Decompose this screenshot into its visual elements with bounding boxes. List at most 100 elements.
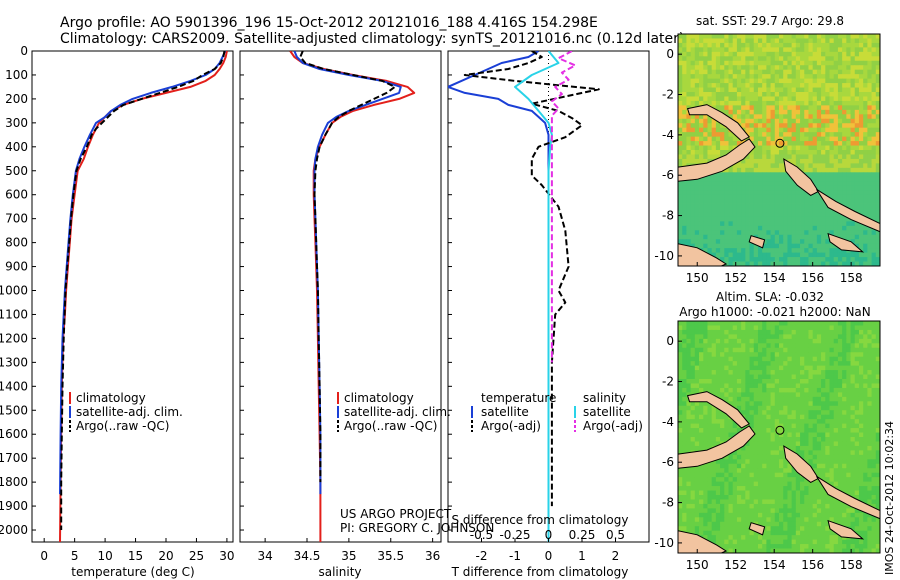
map-cell xyxy=(745,450,750,456)
map-cell xyxy=(766,329,771,335)
map-cell xyxy=(875,517,880,523)
map-cell xyxy=(736,352,742,358)
map-cell xyxy=(779,521,784,527)
land-mass xyxy=(748,235,766,249)
map-cell xyxy=(728,401,734,407)
map-cell xyxy=(732,428,738,433)
map-cell xyxy=(854,163,860,169)
map-cell xyxy=(854,150,860,155)
map-cell xyxy=(871,437,877,442)
map-cell xyxy=(871,392,877,398)
map-cell xyxy=(821,78,826,84)
map-cell xyxy=(816,136,822,142)
map-cell xyxy=(795,437,801,442)
map-cell xyxy=(804,352,809,358)
map-cell xyxy=(762,42,767,48)
map-cell xyxy=(703,158,708,164)
map-cell xyxy=(850,252,856,258)
map-cell xyxy=(720,437,725,442)
map-cell xyxy=(766,141,771,146)
map-cell xyxy=(694,468,700,474)
map-cell xyxy=(821,248,826,254)
map-cell xyxy=(762,383,767,389)
map-cell xyxy=(833,252,839,258)
map-cell xyxy=(757,441,763,447)
map-cell xyxy=(774,261,780,266)
map-cell xyxy=(770,190,776,196)
map-cell xyxy=(846,338,851,344)
map-cell xyxy=(757,419,763,425)
map-cell xyxy=(715,208,721,213)
map-cell xyxy=(694,338,700,344)
map-cell xyxy=(715,486,721,491)
map-cell xyxy=(732,334,738,340)
map-cell xyxy=(766,459,771,465)
map-cell xyxy=(783,414,788,420)
map-cell xyxy=(816,243,822,249)
map-cell xyxy=(804,383,809,389)
map-cell xyxy=(732,463,738,469)
map-cell xyxy=(757,154,763,160)
map-cell xyxy=(791,365,797,371)
map-cell xyxy=(724,526,729,532)
map-cell xyxy=(770,468,776,474)
map-cell xyxy=(867,51,872,57)
map-cell xyxy=(791,343,797,349)
map-cell xyxy=(745,158,750,164)
map-cell xyxy=(816,356,822,362)
map-cell xyxy=(816,352,822,358)
map-cell xyxy=(779,396,784,402)
map-cell xyxy=(875,216,880,222)
map-cell xyxy=(837,74,843,80)
map-cell xyxy=(732,490,738,496)
map-cell xyxy=(804,347,809,353)
map-cell xyxy=(745,257,750,262)
map-cell xyxy=(858,321,864,326)
map-cell xyxy=(816,392,822,398)
map-cell xyxy=(863,472,868,478)
map-cell xyxy=(783,65,788,71)
map-cell xyxy=(804,414,809,420)
map-cell xyxy=(787,468,793,474)
map-cell xyxy=(678,503,683,509)
map-cell xyxy=(812,221,818,227)
map-cell xyxy=(846,47,851,53)
map-cell xyxy=(720,225,725,231)
map-cell xyxy=(779,445,784,451)
map-cell xyxy=(682,383,687,389)
map-cell xyxy=(846,481,851,487)
map-cell xyxy=(766,221,771,227)
map-cell xyxy=(766,463,771,469)
depth-tick-label: 400 xyxy=(5,140,28,154)
map-cell xyxy=(825,78,830,84)
map-cell xyxy=(694,60,700,66)
map-cell xyxy=(728,234,734,240)
map-cell xyxy=(749,230,755,236)
map-cell xyxy=(690,127,696,133)
depth-axis: 0100200300400500600700800900100011001200… xyxy=(0,44,452,537)
map-cell xyxy=(875,428,880,433)
map-cell xyxy=(825,56,830,62)
map-cell xyxy=(766,432,771,438)
map-cell xyxy=(774,379,780,384)
map-cell xyxy=(850,490,856,496)
map-cell xyxy=(858,136,864,142)
map-cell xyxy=(762,123,767,129)
map-cell xyxy=(682,321,687,326)
map-cell xyxy=(766,343,771,349)
map-cell xyxy=(871,356,877,362)
map-cell xyxy=(699,34,704,39)
map-cell xyxy=(715,69,721,75)
map-cell xyxy=(821,321,826,326)
map-cell xyxy=(800,65,805,71)
map-cell xyxy=(850,141,856,146)
map-cell xyxy=(829,468,835,474)
map-cell xyxy=(800,261,805,266)
map-cell xyxy=(846,414,851,420)
map-cell xyxy=(875,123,880,129)
map-cell xyxy=(707,338,713,344)
map-cell xyxy=(816,361,822,367)
map-cell xyxy=(703,176,708,182)
map-cell xyxy=(846,132,851,138)
map-cell xyxy=(800,34,805,39)
